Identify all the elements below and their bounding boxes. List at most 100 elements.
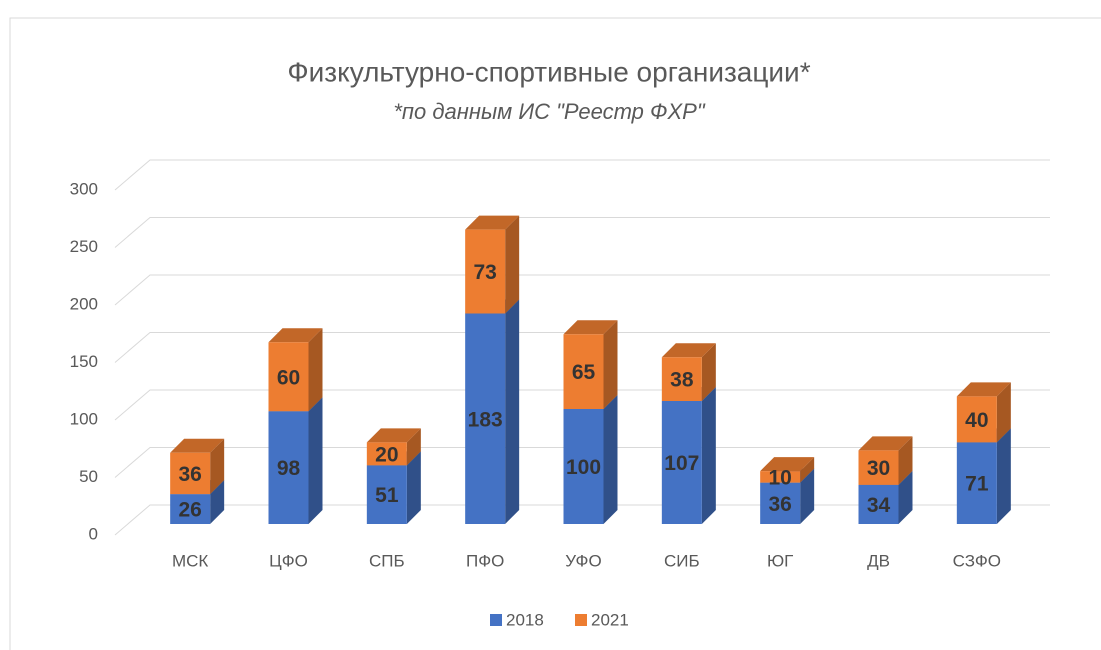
bar bbox=[858, 436, 913, 485]
bar-front bbox=[563, 334, 604, 409]
bar bbox=[170, 480, 225, 524]
bar-top bbox=[956, 382, 1011, 397]
data-label: 38 bbox=[670, 369, 694, 392]
bar bbox=[465, 215, 520, 314]
bar-front bbox=[268, 411, 309, 524]
bar-front bbox=[956, 442, 997, 524]
bar-front bbox=[661, 357, 702, 401]
bar-side bbox=[308, 328, 323, 412]
bar-side bbox=[996, 382, 1011, 443]
y-tick-label: 200 bbox=[70, 294, 98, 313]
bar-side bbox=[505, 299, 520, 524]
bar-front bbox=[465, 313, 506, 524]
y-tick-label: 50 bbox=[79, 467, 98, 486]
bar-side bbox=[701, 343, 716, 401]
data-label: 71 bbox=[965, 473, 989, 496]
x-tick-label: ЮГ bbox=[767, 551, 793, 570]
bar-top bbox=[465, 215, 520, 230]
bar-side bbox=[210, 480, 225, 524]
bar bbox=[760, 457, 815, 483]
data-label: 26 bbox=[178, 499, 201, 522]
data-label: 36 bbox=[768, 493, 791, 516]
bar-top bbox=[760, 457, 815, 472]
bar-top bbox=[563, 320, 618, 335]
data-label: 73 bbox=[473, 261, 496, 284]
bar-side bbox=[800, 468, 815, 524]
grid-line bbox=[114, 274, 1050, 306]
data-label: 60 bbox=[277, 366, 300, 389]
bar-top bbox=[170, 438, 225, 453]
x-tick-label: МСК bbox=[172, 551, 208, 570]
data-label: 10 bbox=[768, 466, 791, 489]
y-tick-label: 100 bbox=[70, 409, 98, 428]
x-tick-label: СПБ bbox=[369, 551, 405, 570]
x-tick-label: ДВ bbox=[867, 551, 890, 570]
bar-side bbox=[898, 470, 913, 524]
y-tick-label: 0 bbox=[89, 524, 98, 543]
grid-line bbox=[114, 447, 1050, 478]
bar-side bbox=[603, 395, 618, 524]
x-tick-label: СЗФО bbox=[953, 551, 1001, 570]
x-tick-label: УФО bbox=[565, 551, 601, 570]
data-label: 36 bbox=[178, 463, 201, 486]
grid-line bbox=[114, 217, 1050, 248]
bar-side bbox=[800, 457, 815, 483]
bar-front bbox=[563, 409, 604, 524]
data-label: 65 bbox=[572, 361, 596, 384]
bar bbox=[956, 382, 1011, 443]
grid-line bbox=[114, 504, 1050, 536]
grid-line bbox=[114, 332, 1050, 363]
x-tick-label: ЦФО bbox=[269, 551, 308, 570]
legend-label: 2021 bbox=[591, 610, 629, 629]
bar-front bbox=[858, 484, 899, 524]
bar-side bbox=[308, 397, 323, 524]
bar bbox=[366, 428, 421, 466]
data-label: 20 bbox=[375, 443, 398, 466]
x-tick-label: СИБ bbox=[664, 551, 700, 570]
data-label: 183 bbox=[468, 408, 503, 431]
data-label: 107 bbox=[664, 452, 699, 475]
bar-front bbox=[858, 450, 899, 485]
bar-top bbox=[858, 436, 913, 451]
bar-side bbox=[996, 428, 1011, 524]
bar-front bbox=[465, 229, 506, 314]
bar-front bbox=[170, 494, 211, 524]
data-label: 30 bbox=[867, 457, 890, 480]
y-tick-label: 250 bbox=[70, 237, 98, 256]
data-label: 51 bbox=[375, 484, 399, 507]
chart-frame bbox=[9, 17, 1101, 650]
y-tick-label: 150 bbox=[70, 352, 98, 371]
bar-front bbox=[661, 400, 702, 524]
chart-title: Физкультурно-спортивные организации* bbox=[287, 56, 810, 87]
legend-swatch bbox=[575, 614, 587, 626]
bar-front bbox=[170, 452, 211, 495]
bar-top bbox=[366, 428, 421, 443]
bar-front bbox=[366, 465, 407, 524]
data-label: 40 bbox=[965, 409, 988, 432]
y-tick-label: 300 bbox=[70, 179, 98, 198]
bar-side bbox=[406, 451, 421, 524]
bar-side bbox=[406, 428, 421, 466]
x-tick-label: ПФО bbox=[466, 551, 504, 570]
legend-swatch bbox=[490, 614, 502, 626]
bar-side bbox=[210, 438, 225, 495]
bar-side bbox=[701, 386, 716, 524]
bar-front bbox=[956, 396, 997, 443]
data-label: 34 bbox=[867, 494, 891, 517]
data-label: 100 bbox=[566, 456, 601, 479]
bar bbox=[661, 343, 716, 401]
bar-side bbox=[603, 320, 618, 409]
bar-top bbox=[268, 328, 323, 343]
bar-top bbox=[661, 343, 716, 358]
legend-label: 2018 bbox=[506, 610, 544, 629]
bar-side bbox=[505, 215, 520, 314]
bar bbox=[563, 320, 618, 409]
bar-front bbox=[366, 442, 407, 466]
grid-line bbox=[114, 389, 1050, 421]
bar-front bbox=[760, 482, 801, 524]
data-label: 98 bbox=[277, 457, 301, 480]
bar-front bbox=[268, 342, 309, 412]
bar bbox=[268, 328, 323, 412]
bar-side bbox=[898, 436, 913, 485]
